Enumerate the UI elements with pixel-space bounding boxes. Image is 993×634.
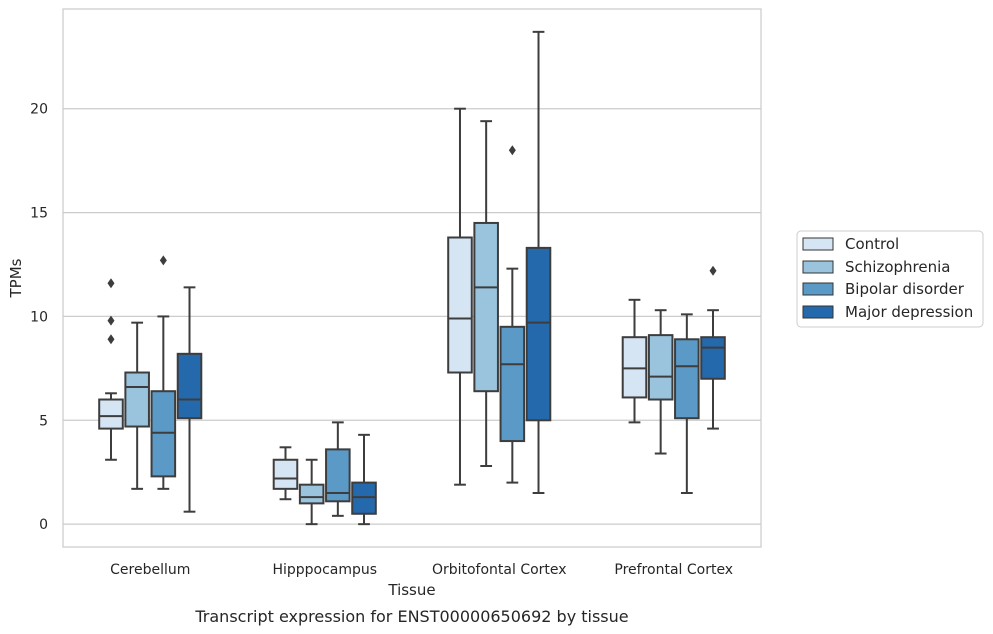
box-major-depression-orbitofontal-cortex-iqr-box xyxy=(525,246,552,422)
x-tick-label-prefrontal-cortex: Prefrontal Cortex xyxy=(614,562,733,578)
legend-label-control: Control xyxy=(845,235,899,253)
box-bipolar-disorder-cerebellum-outlier-0 xyxy=(159,255,167,266)
legend-frame xyxy=(796,230,984,328)
y-tick-label-10: 10 xyxy=(30,309,48,325)
box-series xyxy=(98,30,726,526)
legend-swatch-major-depression xyxy=(802,305,834,319)
box-schizophrenia-hipppocampus xyxy=(298,458,325,526)
box-control-cerebellum-iqr-box xyxy=(98,398,124,430)
box-control-cerebellum-outlier-1 xyxy=(107,315,115,326)
box-major-depression-hipppocampus-iqr-box xyxy=(351,481,377,515)
box-major-depression-cerebellum-iqr-box xyxy=(176,352,203,420)
plot-area xyxy=(62,8,762,548)
legend-swatch-bipolar-disorder xyxy=(802,282,834,296)
box-bipolar-disorder-prefrontal-cortex-iqr-box xyxy=(674,338,700,420)
box-control-cerebellum xyxy=(98,278,124,461)
box-major-depression-orbitofontal-cortex xyxy=(525,30,552,494)
box-major-depression-prefrontal-cortex xyxy=(700,265,726,430)
legend: Control Schizophrenia Bipolar disorder M… xyxy=(796,230,984,328)
box-bipolar-disorder-hipppocampus-iqr-box xyxy=(325,448,351,503)
box-schizophrenia-cerebellum-iqr-box xyxy=(124,371,150,428)
box-control-orbitofontal-cortex-iqr-box xyxy=(447,236,473,374)
box-schizophrenia-orbitofontal-cortex xyxy=(473,120,499,467)
box-bipolar-disorder-orbitofontal-cortex-outlier-0 xyxy=(508,145,516,156)
legend-swatch-control xyxy=(802,237,834,251)
series-bipolar-disorder xyxy=(150,145,700,517)
chart-caption: Transcript expression for ENST0000065069… xyxy=(194,607,628,626)
x-axis-label: Tissue xyxy=(387,581,435,599)
y-tick-label-0: 0 xyxy=(39,517,48,533)
box-control-cerebellum-outlier-2 xyxy=(107,278,115,289)
y-gridlines xyxy=(63,108,761,525)
box-control-prefrontal-cortex-iqr-box xyxy=(621,336,648,399)
y-tick-label-5: 5 xyxy=(39,413,48,429)
y-tick-label-15: 15 xyxy=(30,206,48,222)
box-major-depression-cerebellum xyxy=(176,286,203,513)
box-schizophrenia-orbitofontal-cortex-iqr-box xyxy=(473,221,499,393)
box-bipolar-disorder-cerebellum-iqr-box xyxy=(150,390,177,478)
x-tick-label-hipppocampus: Hipppocampus xyxy=(272,562,377,578)
box-control-orbitofontal-cortex xyxy=(447,107,473,486)
legend-label-major-depression: Major depression xyxy=(845,303,973,321)
box-schizophrenia-prefrontal-cortex xyxy=(647,309,674,455)
box-control-hipppocampus-iqr-box xyxy=(272,458,299,490)
series-major-depression xyxy=(176,30,726,526)
box-schizophrenia-prefrontal-cortex-iqr-box xyxy=(647,334,674,401)
box-control-cerebellum-outlier-0 xyxy=(107,334,115,345)
box-bipolar-disorder-cerebellum xyxy=(150,255,177,490)
y-axis-ticks: 0 5 10 15 20 xyxy=(30,102,48,533)
box-bipolar-disorder-orbitofontal-cortex xyxy=(499,145,526,484)
box-bipolar-disorder-hipppocampus xyxy=(325,421,351,517)
box-bipolar-disorder-prefrontal-cortex xyxy=(674,313,700,494)
box-major-depression-prefrontal-cortex-outlier-0 xyxy=(709,265,717,276)
box-control-prefrontal-cortex xyxy=(621,298,648,424)
box-major-depression-hipppocampus xyxy=(351,433,377,526)
legend-swatch-schizophrenia xyxy=(802,260,834,274)
box-major-depression-prefrontal-cortex-iqr-box xyxy=(700,336,726,380)
legend-label-schizophrenia: Schizophrenia xyxy=(845,258,950,276)
box-bipolar-disorder-orbitofontal-cortex-iqr-box xyxy=(499,325,526,443)
legend-label-bipolar-disorder: Bipolar disorder xyxy=(845,280,965,298)
y-tick-label-20: 20 xyxy=(30,102,48,118)
series-control xyxy=(98,107,648,501)
box-control-hipppocampus xyxy=(272,446,299,501)
box-schizophrenia-cerebellum xyxy=(124,321,150,490)
y-axis-label: TPMs xyxy=(7,258,25,298)
x-tick-label-cerebellum: Cerebellum xyxy=(110,562,190,578)
series-schizophrenia xyxy=(124,120,674,526)
box-schizophrenia-hipppocampus-iqr-box xyxy=(298,483,325,505)
x-axis-ticks: Cerebellum Hipppocampus Orbitofontal Corte… xyxy=(110,562,733,578)
x-tick-label-orbitofontal-cortex: Orbitofontal Cortex xyxy=(432,562,567,578)
